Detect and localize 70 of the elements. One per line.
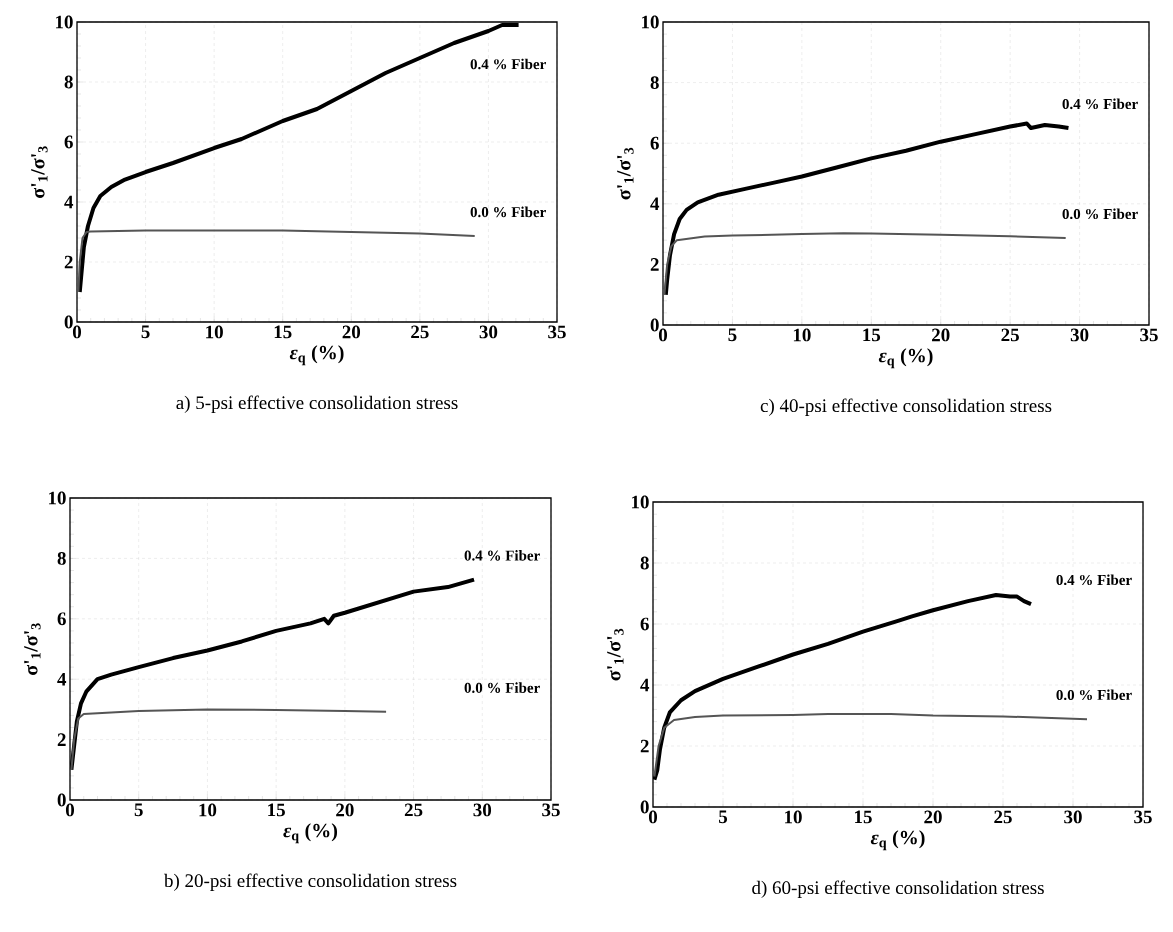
- x-tick-label: 5: [719, 810, 728, 824]
- y-tick-label: 2: [57, 733, 66, 746]
- x-tick-label: 20: [342, 325, 361, 339]
- y-tick-label: 2: [64, 255, 73, 269]
- y-tick-label: 2: [650, 258, 659, 271]
- text: d) 60-psi effective consolidation stress: [752, 880, 1044, 898]
- y-tick-label: 8: [64, 75, 73, 89]
- x-tick-label: 5: [134, 803, 143, 817]
- series-label: 0.4 % Fiber: [464, 550, 540, 561]
- y-tick-label: 0: [57, 793, 66, 807]
- x-tick-label: 35: [542, 803, 560, 817]
- y-tick-label: 8: [650, 76, 659, 90]
- x-tick-label: 25: [404, 803, 423, 817]
- series-label: 0.0 % Fiber: [470, 206, 546, 218]
- x-tick-label: 15: [268, 803, 285, 817]
- x-tick-label: 35: [1140, 328, 1158, 342]
- x-tick-label: 30: [473, 803, 492, 817]
- y-tick-label: 10: [631, 495, 649, 509]
- x-tick-label: 5: [728, 328, 737, 342]
- x-axis-title: ε$_{q}$ (%): [878, 348, 933, 369]
- y-tick-label: 0: [64, 315, 73, 329]
- x-tick-label: 10: [793, 328, 811, 342]
- x-tick-label: 15: [863, 328, 881, 342]
- y-tick-label: 10: [55, 15, 73, 29]
- y-tick-label: 4: [64, 195, 74, 209]
- x-tick-label: 20: [336, 803, 354, 817]
- series-label: 0.4 % Fiber: [470, 58, 546, 70]
- y-tick-label: 6: [64, 135, 73, 149]
- series-label: 0.4 % Fiber: [1062, 98, 1138, 110]
- x-tick-label: 35: [548, 325, 566, 339]
- x-tick-label: 10: [785, 810, 802, 824]
- x-tick-label: 30: [479, 325, 498, 339]
- x-tick-label: 25: [994, 810, 1012, 824]
- text: c) 40-psi effective consolidation stress: [760, 398, 1052, 416]
- x-axis-title: ε$_{q}$ (%): [283, 823, 338, 844]
- y-tick-label: 6: [640, 617, 649, 631]
- y-tick-label: 4: [650, 197, 660, 211]
- x-tick-label: 10: [199, 803, 217, 817]
- text: 0.4 % Fiber: [1056, 574, 1132, 586]
- x-tick-label: 10: [206, 325, 223, 339]
- x-tick-label: 25: [411, 325, 429, 339]
- x-axis-title: ε$_{q}$ (%): [289, 345, 344, 366]
- y-axis-title: σ'$_{1}$/σ'$_{3}$: [617, 147, 634, 200]
- x-tick-label: 20: [932, 328, 950, 342]
- y-axis-title: σ'$_{1}$/σ'$_{3}$: [31, 146, 48, 198]
- x-tick-label: 25: [1001, 328, 1019, 342]
- y-tick-label: 10: [48, 491, 66, 505]
- text: b) 20-psi effective consolidation stress: [163, 873, 457, 891]
- x-tick-label: 15: [855, 810, 872, 824]
- series-label: 0.0 % Fiber: [1056, 689, 1132, 701]
- x-tick-label: 5: [141, 325, 150, 339]
- x-tick-label: 15: [274, 325, 292, 339]
- y-tick-label: 8: [57, 552, 66, 565]
- x-tick-label: 20: [924, 810, 942, 824]
- x-tick-label: 35: [1134, 810, 1152, 824]
- text: 0.0 % Fiber: [464, 682, 540, 693]
- y-tick-label: 4: [640, 678, 650, 692]
- y-tick-label: 8: [640, 556, 649, 570]
- y-tick-label: 2: [640, 739, 649, 753]
- y-axis-title: σ'$_{1}$/σ'$_{3}$: [607, 628, 624, 681]
- y-axis-title: σ'$_{1}$/σ'$_{3}$: [24, 623, 41, 675]
- y-tick-label: 10: [641, 15, 659, 29]
- y-tick-label: 6: [650, 136, 659, 150]
- x-tick-label: 30: [1064, 810, 1082, 824]
- text: a) 5-psi effective consolidation stress: [176, 395, 458, 413]
- y-tick-label: 6: [57, 612, 66, 626]
- x-tick-label: 30: [1070, 328, 1089, 342]
- series-label: 0.0 % Fiber: [1062, 208, 1138, 220]
- y-tick-label: 4: [57, 672, 67, 686]
- x-axis-title: ε$_{q}$ (%): [870, 830, 925, 851]
